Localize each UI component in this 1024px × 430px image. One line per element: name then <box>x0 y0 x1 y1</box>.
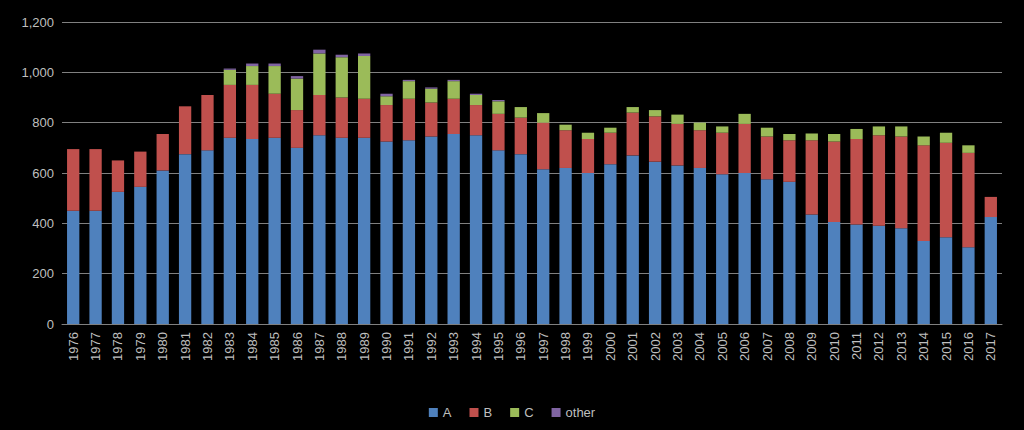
svg-text:1992: 1992 <box>424 332 439 361</box>
svg-text:2000: 2000 <box>603 332 618 361</box>
svg-text:1993: 1993 <box>446 332 461 361</box>
svg-text:1994: 1994 <box>469 332 484 361</box>
svg-text:1981: 1981 <box>178 332 193 361</box>
svg-text:2013: 2013 <box>894 332 909 361</box>
svg-text:other: other <box>566 405 596 420</box>
svg-text:2010: 2010 <box>827 332 842 361</box>
svg-text:1987: 1987 <box>312 332 327 361</box>
svg-text:400: 400 <box>32 216 54 231</box>
svg-text:2014: 2014 <box>916 332 931 361</box>
svg-text:1995: 1995 <box>491 332 506 361</box>
svg-text:1977: 1977 <box>88 332 103 361</box>
svg-text:1984: 1984 <box>245 332 260 361</box>
svg-text:1979: 1979 <box>133 332 148 361</box>
svg-text:1997: 1997 <box>536 332 551 361</box>
svg-text:2011: 2011 <box>849 332 864 360</box>
svg-text:1989: 1989 <box>357 332 372 361</box>
svg-text:2004: 2004 <box>692 332 707 361</box>
svg-text:1,000: 1,000 <box>21 65 54 80</box>
svg-text:1980: 1980 <box>155 332 170 361</box>
svg-text:2009: 2009 <box>804 332 819 361</box>
svg-text:1990: 1990 <box>379 332 394 361</box>
svg-text:2005: 2005 <box>715 332 730 361</box>
svg-text:1991: 1991 <box>401 332 416 361</box>
svg-text:B: B <box>483 405 492 420</box>
svg-text:1983: 1983 <box>222 332 237 361</box>
svg-text:1996: 1996 <box>513 332 528 361</box>
svg-text:C: C <box>524 405 533 420</box>
svg-text:2017: 2017 <box>983 332 998 361</box>
svg-text:1998: 1998 <box>558 332 573 361</box>
svg-text:2003: 2003 <box>670 332 685 361</box>
svg-text:0: 0 <box>47 317 54 332</box>
svg-text:600: 600 <box>32 166 54 181</box>
svg-text:1,200: 1,200 <box>21 15 54 30</box>
svg-text:2002: 2002 <box>648 332 663 361</box>
svg-text:2006: 2006 <box>737 332 752 361</box>
svg-text:A: A <box>443 405 452 420</box>
svg-text:1999: 1999 <box>580 332 595 361</box>
svg-text:1985: 1985 <box>267 332 282 361</box>
svg-text:1976: 1976 <box>66 332 81 361</box>
svg-text:800: 800 <box>32 115 54 130</box>
svg-text:1982: 1982 <box>200 332 215 361</box>
svg-text:200: 200 <box>32 266 54 281</box>
svg-text:1988: 1988 <box>334 332 349 361</box>
svg-text:2001: 2001 <box>625 332 640 361</box>
svg-text:2015: 2015 <box>939 332 954 361</box>
svg-text:1978: 1978 <box>110 332 125 361</box>
svg-text:2007: 2007 <box>760 332 775 361</box>
svg-text:1986: 1986 <box>290 332 305 361</box>
svg-text:2008: 2008 <box>782 332 797 361</box>
svg-text:2016: 2016 <box>961 332 976 361</box>
svg-text:2012: 2012 <box>871 332 886 361</box>
